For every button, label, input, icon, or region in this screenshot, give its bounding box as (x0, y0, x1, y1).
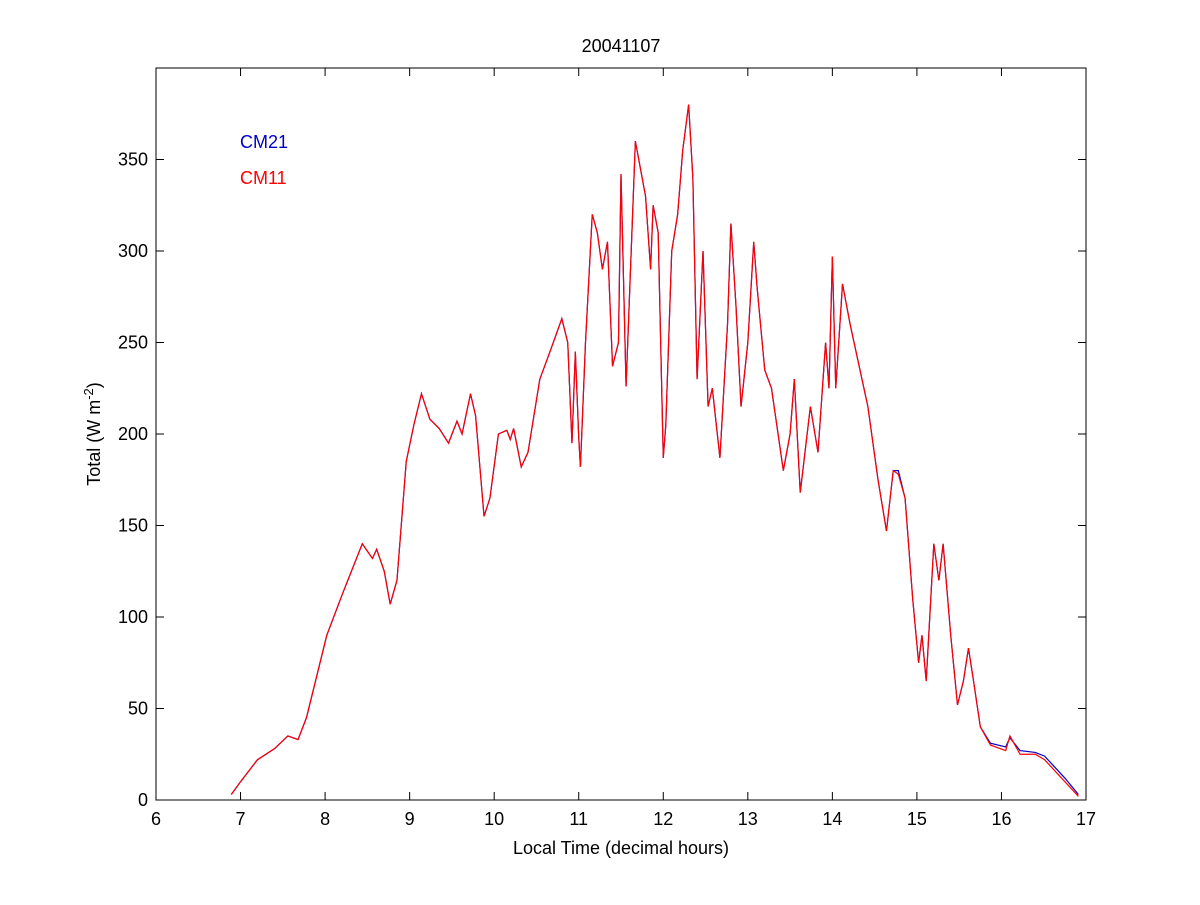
y-label-sup: -2 (81, 388, 96, 400)
x-tick-label: 15 (907, 809, 927, 829)
y-tick-label: 200 (118, 424, 148, 444)
y-tick-label: 100 (118, 607, 148, 627)
legend-entry: CM11 (240, 168, 287, 188)
x-tick-label: 13 (738, 809, 758, 829)
x-tick-label: 8 (320, 809, 330, 829)
chart-title: 20041107 (582, 36, 661, 56)
x-tick-label: 6 (151, 809, 161, 829)
x-tick-label: 16 (991, 809, 1011, 829)
legend-entry: CM21 (240, 132, 288, 152)
x-tick-label: 14 (822, 809, 842, 829)
x-tick-label: 12 (653, 809, 673, 829)
y-tick-label: 50 (128, 699, 148, 719)
x-tick-label: 9 (405, 809, 415, 829)
y-tick-label: 350 (118, 150, 148, 170)
x-tick-label: 7 (236, 809, 246, 829)
y-tick-label: 150 (118, 516, 148, 536)
y-label-tail: ) (84, 382, 104, 388)
x-tick-label: 11 (569, 809, 588, 829)
x-tick-label: 17 (1076, 809, 1096, 829)
x-axis-label: Local Time (decimal hours) (513, 838, 729, 858)
y-tick-label: 0 (138, 790, 148, 810)
y-label-text: Total (W m (84, 400, 104, 486)
y-tick-label: 250 (118, 333, 148, 353)
y-axis-label: Total (W m-2) (81, 382, 104, 486)
x-tick-label: 10 (484, 809, 504, 829)
y-tick-label: 300 (118, 241, 148, 261)
series-line (230, 104, 1079, 797)
